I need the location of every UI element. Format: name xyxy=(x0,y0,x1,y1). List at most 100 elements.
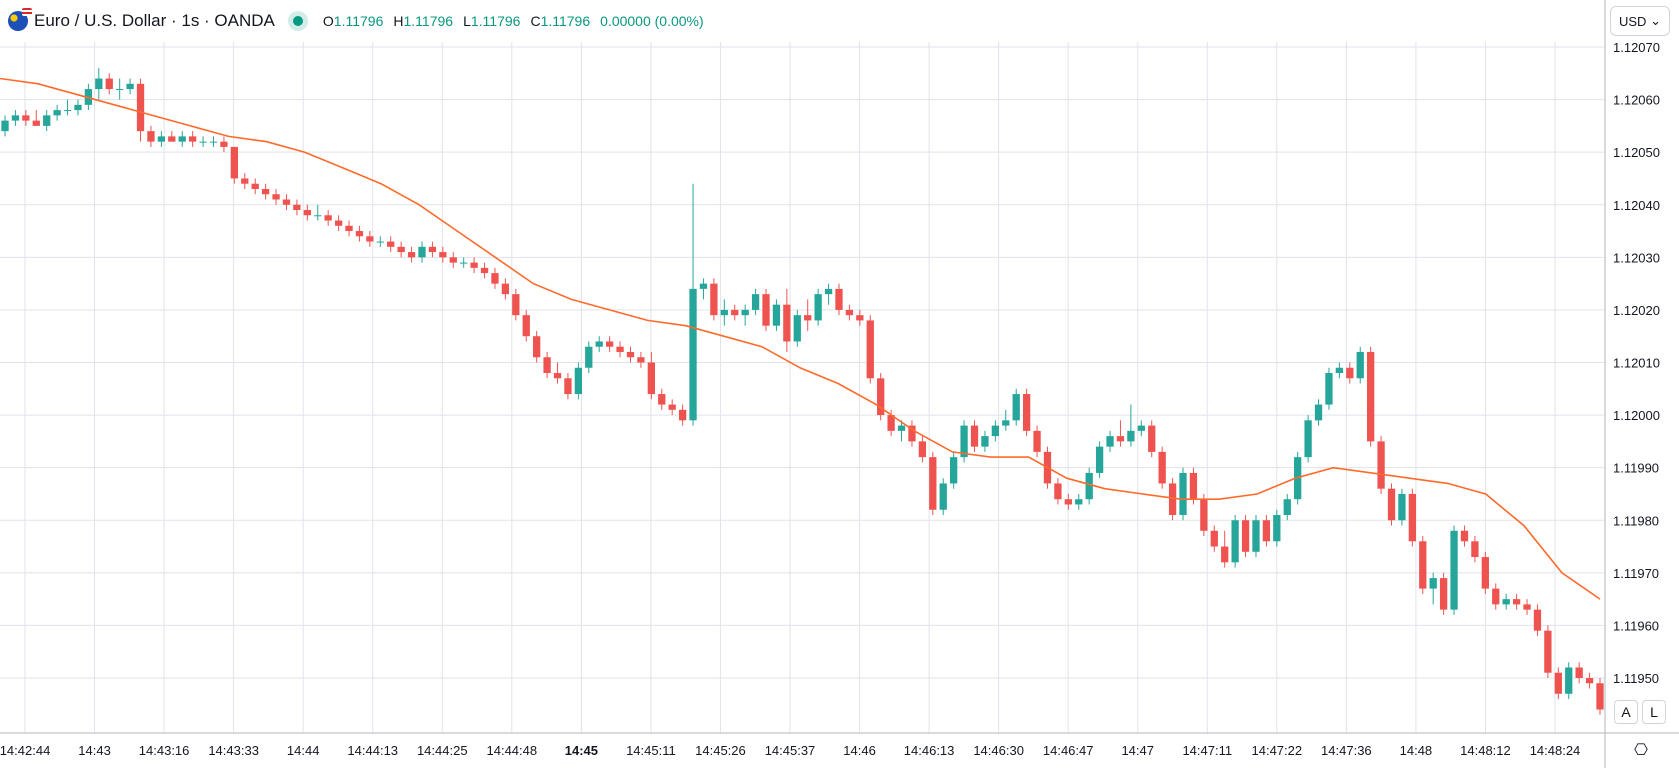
candle-body xyxy=(929,457,937,510)
candle-body xyxy=(241,178,249,184)
candle-body xyxy=(397,246,405,253)
low-value: 1.11796 xyxy=(470,13,521,29)
candle-body xyxy=(918,441,927,458)
candle-body xyxy=(1210,530,1218,547)
candle-body xyxy=(574,367,583,395)
candle-body xyxy=(314,215,322,217)
candle-body xyxy=(1439,578,1448,610)
candle-body xyxy=(105,78,113,90)
candle-body xyxy=(970,425,979,447)
candle-body xyxy=(334,220,343,226)
price-tick-label: 1.12060 xyxy=(1613,93,1660,108)
candle-body xyxy=(1565,667,1573,694)
candle-body xyxy=(1367,351,1375,442)
candle-body xyxy=(32,120,40,126)
ohlc-values: O1.11796 H1.11796 L1.11796 C1.11796 0.00… xyxy=(323,13,704,29)
candle-body xyxy=(668,404,676,410)
candle-body xyxy=(835,288,843,310)
candle-body xyxy=(209,141,218,143)
time-tick-label: 14:48:12 xyxy=(1460,743,1511,758)
candle-body xyxy=(1304,420,1312,458)
auto-scale-button[interactable]: A xyxy=(1614,700,1638,724)
candle-body xyxy=(678,409,687,421)
candle-body xyxy=(1408,493,1417,542)
candle-body xyxy=(1137,425,1145,431)
candle-body xyxy=(53,110,61,116)
candle-body xyxy=(407,252,416,258)
candle-body xyxy=(1116,436,1125,442)
candle-body xyxy=(731,309,739,316)
candle-body xyxy=(814,294,822,321)
time-tick-label: 14:45:26 xyxy=(695,743,746,758)
candle-body xyxy=(762,294,770,326)
candle-body xyxy=(877,378,885,416)
candle-body xyxy=(1241,520,1250,552)
candle-body xyxy=(1054,483,1062,500)
price-tick-label: 1.12070 xyxy=(1613,40,1660,55)
candle-body xyxy=(199,141,207,143)
candle-body xyxy=(1106,436,1114,447)
candle-body xyxy=(147,131,155,142)
time-tick-label: 14:48 xyxy=(1400,743,1433,758)
candle-body xyxy=(1554,672,1562,694)
candle-body xyxy=(43,115,51,126)
candle-body xyxy=(1148,425,1156,452)
candle-body xyxy=(480,267,489,274)
time-tick-label: 14:43:33 xyxy=(208,743,259,758)
price-tick-label: 1.12010 xyxy=(1613,356,1660,371)
chart-settings-icon[interactable]: ⎔ xyxy=(1634,742,1648,759)
candle-body xyxy=(1314,404,1323,421)
price-tick-label: 1.12000 xyxy=(1613,408,1660,423)
candle-body xyxy=(22,115,30,121)
candle-body xyxy=(439,252,447,258)
time-tick-label: 14:44:25 xyxy=(417,743,468,758)
candle-body xyxy=(1523,604,1531,610)
candle-body xyxy=(1596,683,1604,710)
low-label: L xyxy=(463,13,471,29)
candle-body xyxy=(845,309,854,316)
candle-body xyxy=(804,315,812,321)
candle-body xyxy=(950,457,958,484)
candle-body xyxy=(470,262,478,268)
candle-body xyxy=(1064,499,1072,505)
price-tick-label: 1.12020 xyxy=(1613,303,1660,318)
candle-body xyxy=(1,120,9,132)
time-tick-label: 14:45 xyxy=(565,743,598,758)
time-tick-label: 14:47:36 xyxy=(1321,743,1372,758)
candle-body xyxy=(793,315,801,342)
candle-body xyxy=(157,136,166,142)
candle-body xyxy=(1189,472,1198,500)
market-status-icon[interactable] xyxy=(292,16,303,26)
candle-body xyxy=(960,425,968,458)
candle-body xyxy=(303,210,311,216)
candle-body xyxy=(178,136,186,142)
candle-body xyxy=(1221,546,1229,563)
candle-body xyxy=(699,283,708,289)
time-tick-label: 14:45:11 xyxy=(626,743,676,758)
symbol-title[interactable]: Euro / U.S. Dollar · 1s · OANDA xyxy=(34,11,275,30)
candle-body xyxy=(605,341,614,347)
time-tick-label: 14:44:48 xyxy=(487,743,538,758)
candle-body xyxy=(626,351,635,358)
auto-scale-label: A xyxy=(1621,704,1631,720)
candle-body xyxy=(1450,530,1458,610)
candle-body xyxy=(116,89,124,91)
candle-body xyxy=(449,257,457,263)
candle-body xyxy=(1544,630,1552,673)
candle-body xyxy=(1158,451,1166,484)
currency-selector[interactable]: USD ⌄ xyxy=(1610,6,1670,36)
candle-body xyxy=(751,294,760,310)
price-tick-label: 1.12040 xyxy=(1613,198,1660,213)
open-value: 1.11796 xyxy=(333,13,384,29)
log-scale-button[interactable]: L xyxy=(1642,700,1666,724)
candle-body xyxy=(741,309,749,316)
candle-body xyxy=(1377,441,1385,489)
candle-body xyxy=(272,194,280,200)
candle-body xyxy=(261,188,270,195)
candle-body xyxy=(981,436,989,447)
candle-body xyxy=(1335,367,1344,374)
candle-body xyxy=(387,241,395,247)
candle-body xyxy=(1512,599,1521,605)
close-value: 1.11796 xyxy=(540,13,591,29)
